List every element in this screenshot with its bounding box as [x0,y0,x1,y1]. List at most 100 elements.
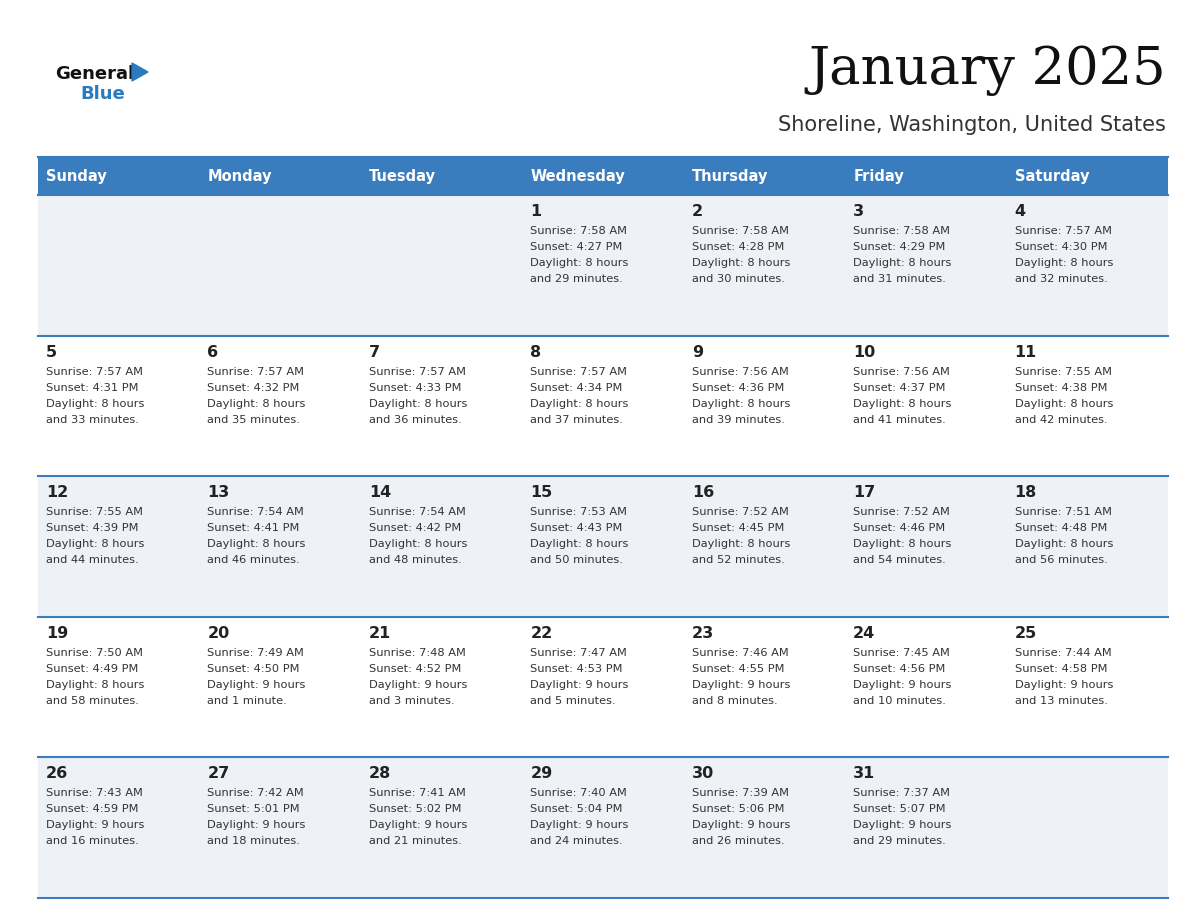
Polygon shape [132,63,148,81]
Text: Sunset: 4:59 PM: Sunset: 4:59 PM [46,804,139,814]
Text: and 26 minutes.: and 26 minutes. [691,836,784,846]
Text: Daylight: 9 hours: Daylight: 9 hours [208,680,305,689]
Text: Sunset: 4:29 PM: Sunset: 4:29 PM [853,242,946,252]
Text: Sunrise: 7:56 AM: Sunrise: 7:56 AM [853,366,950,376]
Text: Daylight: 8 hours: Daylight: 8 hours [853,258,952,268]
Text: January 2025: January 2025 [808,45,1165,96]
Text: Sunrise: 7:46 AM: Sunrise: 7:46 AM [691,648,789,658]
Text: Shoreline, Washington, United States: Shoreline, Washington, United States [778,115,1165,135]
Bar [684,157,845,195]
Text: Tuesday: Tuesday [368,169,436,184]
Text: Sunset: 4:34 PM: Sunset: 4:34 PM [530,383,623,393]
Text: and 8 minutes.: and 8 minutes. [691,696,777,706]
Text: Sunrise: 7:42 AM: Sunrise: 7:42 AM [208,789,304,799]
Text: Daylight: 8 hours: Daylight: 8 hours [691,398,790,409]
Bar [38,195,1168,336]
Text: 21: 21 [368,626,391,641]
Text: and 3 minutes.: and 3 minutes. [368,696,455,706]
Text: 10: 10 [853,344,876,360]
Text: 12: 12 [46,486,68,500]
Text: Daylight: 9 hours: Daylight: 9 hours [853,680,952,689]
Text: Daylight: 9 hours: Daylight: 9 hours [368,821,467,831]
Text: Sunrise: 7:40 AM: Sunrise: 7:40 AM [530,789,627,799]
Text: Sunrise: 7:43 AM: Sunrise: 7:43 AM [46,789,143,799]
Text: Blue: Blue [80,85,125,103]
Text: and 56 minutes.: and 56 minutes. [1015,555,1107,565]
Bar [38,157,200,195]
Text: 24: 24 [853,626,876,641]
Text: Sunrise: 7:57 AM: Sunrise: 7:57 AM [530,366,627,376]
Text: Sunrise: 7:52 AM: Sunrise: 7:52 AM [691,508,789,517]
Text: Daylight: 8 hours: Daylight: 8 hours [1015,258,1113,268]
Text: and 35 minutes.: and 35 minutes. [208,415,301,425]
Text: Sunrise: 7:56 AM: Sunrise: 7:56 AM [691,366,789,376]
Text: 27: 27 [208,767,229,781]
Text: and 21 minutes.: and 21 minutes. [368,836,462,846]
Text: 29: 29 [530,767,552,781]
Text: 15: 15 [530,486,552,500]
Text: Daylight: 9 hours: Daylight: 9 hours [853,821,952,831]
Text: Daylight: 8 hours: Daylight: 8 hours [530,539,628,549]
Text: Sunset: 4:46 PM: Sunset: 4:46 PM [853,523,946,533]
Text: Sunset: 4:45 PM: Sunset: 4:45 PM [691,523,784,533]
Text: Sunrise: 7:55 AM: Sunrise: 7:55 AM [1015,366,1112,376]
Text: and 32 minutes.: and 32 minutes. [1015,274,1107,284]
Text: Daylight: 8 hours: Daylight: 8 hours [1015,539,1113,549]
Text: and 10 minutes.: and 10 minutes. [853,696,946,706]
Text: Sunrise: 7:50 AM: Sunrise: 7:50 AM [46,648,143,658]
Text: and 33 minutes.: and 33 minutes. [46,415,139,425]
Text: and 5 minutes.: and 5 minutes. [530,696,615,706]
Text: and 16 minutes.: and 16 minutes. [46,836,139,846]
Text: and 31 minutes.: and 31 minutes. [853,274,946,284]
Bar [200,157,361,195]
Bar [38,617,1168,757]
Text: Sunrise: 7:57 AM: Sunrise: 7:57 AM [1015,226,1112,236]
Text: 28: 28 [368,767,391,781]
Text: Sunrise: 7:47 AM: Sunrise: 7:47 AM [530,648,627,658]
Text: Sunset: 4:30 PM: Sunset: 4:30 PM [1015,242,1107,252]
Text: Sunrise: 7:58 AM: Sunrise: 7:58 AM [691,226,789,236]
Text: and 44 minutes.: and 44 minutes. [46,555,139,565]
Text: Monday: Monday [208,169,272,184]
Text: and 58 minutes.: and 58 minutes. [46,696,139,706]
Text: 20: 20 [208,626,229,641]
Text: Daylight: 8 hours: Daylight: 8 hours [46,680,145,689]
Text: Sunrise: 7:51 AM: Sunrise: 7:51 AM [1015,508,1112,517]
Text: Sunset: 4:43 PM: Sunset: 4:43 PM [530,523,623,533]
Text: Daylight: 8 hours: Daylight: 8 hours [530,398,628,409]
Text: Sunset: 5:01 PM: Sunset: 5:01 PM [208,804,301,814]
Text: and 13 minutes.: and 13 minutes. [1015,696,1107,706]
Text: Daylight: 8 hours: Daylight: 8 hours [1015,398,1113,409]
Text: Sunset: 4:32 PM: Sunset: 4:32 PM [208,383,299,393]
Text: Sunrise: 7:54 AM: Sunrise: 7:54 AM [208,508,304,517]
Text: Sunrise: 7:45 AM: Sunrise: 7:45 AM [853,648,950,658]
Bar [845,157,1006,195]
Text: Wednesday: Wednesday [530,169,625,184]
Text: Sunset: 5:02 PM: Sunset: 5:02 PM [368,804,461,814]
Text: Daylight: 9 hours: Daylight: 9 hours [530,821,628,831]
Text: 2: 2 [691,204,703,219]
Text: and 48 minutes.: and 48 minutes. [368,555,462,565]
Text: Sunrise: 7:57 AM: Sunrise: 7:57 AM [368,366,466,376]
Bar [523,157,684,195]
Text: and 36 minutes.: and 36 minutes. [368,415,462,425]
Text: Sunset: 4:55 PM: Sunset: 4:55 PM [691,664,784,674]
Text: 11: 11 [1015,344,1037,360]
Text: 18: 18 [1015,486,1037,500]
Text: 5: 5 [46,344,57,360]
Text: 26: 26 [46,767,68,781]
Text: and 46 minutes.: and 46 minutes. [208,555,301,565]
Text: Sunset: 5:06 PM: Sunset: 5:06 PM [691,804,784,814]
Text: Daylight: 8 hours: Daylight: 8 hours [853,398,952,409]
Text: Daylight: 8 hours: Daylight: 8 hours [853,539,952,549]
Text: Sunset: 4:27 PM: Sunset: 4:27 PM [530,242,623,252]
Text: 30: 30 [691,767,714,781]
Text: Friday: Friday [853,169,904,184]
Text: Daylight: 8 hours: Daylight: 8 hours [208,398,305,409]
Text: Sunset: 4:50 PM: Sunset: 4:50 PM [208,664,299,674]
Bar [38,757,1168,898]
Text: Sunrise: 7:37 AM: Sunrise: 7:37 AM [853,789,950,799]
Bar [38,476,1168,617]
Text: 31: 31 [853,767,876,781]
Text: Sunset: 4:41 PM: Sunset: 4:41 PM [208,523,299,533]
